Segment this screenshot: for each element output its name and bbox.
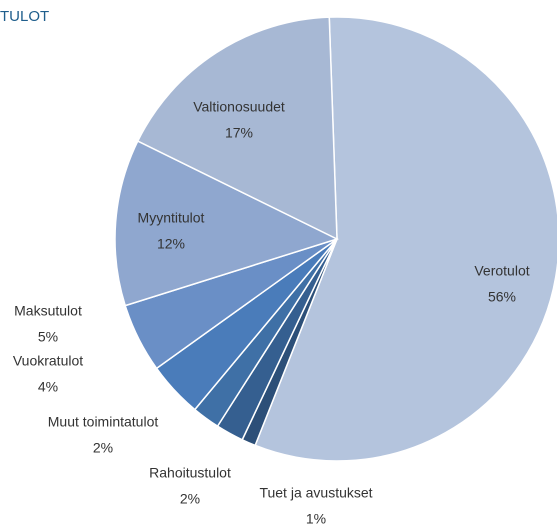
slice-label: Rahoitustulot bbox=[149, 465, 231, 481]
slice-label: Verotulot bbox=[474, 263, 529, 279]
pie-slice bbox=[114, 140, 340, 307]
slice-label: Muut toimintatulot bbox=[48, 414, 159, 430]
slice-value-label: 12% bbox=[157, 236, 185, 252]
chart-title: TULOT bbox=[0, 8, 49, 25]
slice-value-label: 4% bbox=[38, 379, 58, 395]
slice-value-label: 56% bbox=[488, 289, 516, 305]
slice-label: Myyntitulot bbox=[138, 210, 205, 226]
pie-slice bbox=[136, 16, 338, 241]
pie-slice bbox=[254, 16, 557, 462]
slice-value-label: 17% bbox=[225, 125, 253, 141]
slice-value-label: 1% bbox=[306, 511, 326, 527]
slice-value-label: 5% bbox=[38, 329, 58, 345]
slice-label: Maksutulot bbox=[14, 303, 82, 319]
slice-label: Valtionosuudet bbox=[193, 99, 285, 115]
slice-value-label: 2% bbox=[180, 491, 200, 507]
slice-label: Tuet ja avustukset bbox=[259, 485, 372, 501]
slice-label: Vuokratulot bbox=[13, 353, 83, 369]
slice-value-label: 2% bbox=[93, 440, 113, 456]
